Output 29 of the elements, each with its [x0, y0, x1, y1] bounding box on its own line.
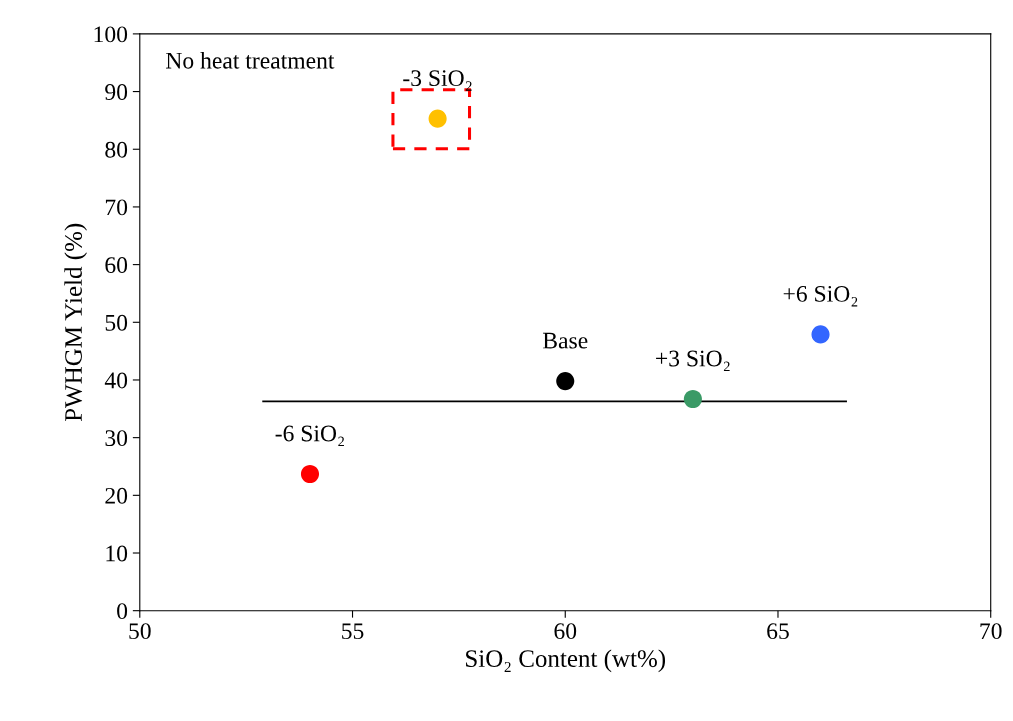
annotation: +3 SiO₂ — [656, 350, 730, 371]
x-tick-label: 50 — [129, 623, 151, 640]
y-tick-label: 0 — [117, 603, 128, 620]
annotation: +6 SiO₂ — [783, 285, 858, 307]
y-axis-title: PWHGM Yield (%) — [64, 223, 88, 422]
x-axis-title: SiO₂ Content (wt%) — [466, 649, 666, 673]
point — [428, 109, 447, 128]
x-tick-label: 60 — [554, 623, 577, 640]
y-tick-label: 10 — [106, 545, 128, 562]
y-tick-label: 70 — [105, 199, 128, 216]
y-tick-label: 20 — [105, 487, 128, 504]
x-tick-label: 55 — [342, 623, 364, 640]
x-tick-label: 70 — [980, 623, 1002, 640]
y-tick-label: 40 — [104, 372, 128, 389]
annotation: -3 SiO₂ — [403, 70, 472, 91]
point — [683, 389, 702, 409]
annotation: No heat treatment — [166, 52, 335, 69]
y-tick-label: 90 — [105, 84, 128, 100]
point — [811, 325, 830, 344]
point — [300, 464, 320, 484]
x-tick-label: 65 — [767, 623, 789, 640]
y-tick-label: 80 — [105, 141, 128, 158]
annotation: Base — [542, 332, 588, 349]
annotation: -6 SiO₂ — [275, 425, 344, 446]
y-tick-label: 60 — [105, 257, 128, 274]
y-tick-label: 50 — [105, 314, 128, 331]
y-tick-label: 100 — [94, 26, 128, 43]
point — [556, 372, 575, 391]
y-tick-label: 30 — [105, 430, 128, 447]
